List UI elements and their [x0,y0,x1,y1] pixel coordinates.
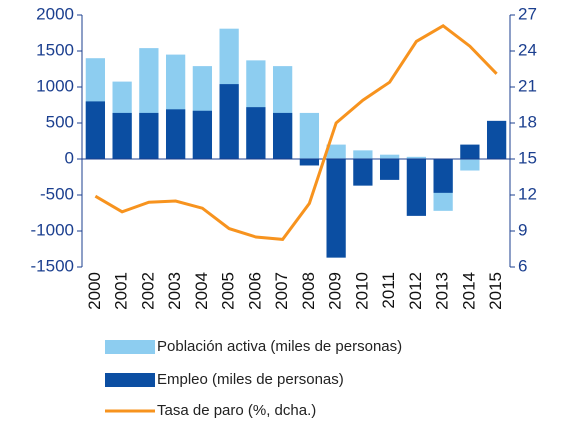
legend-swatch [105,373,155,387]
bar [379,154,400,159]
bar [486,120,507,159]
x-tick-label: 2009 [326,272,345,310]
legend-label: Población activa (miles de personas) [157,338,402,355]
y2-tick-label: 21 [518,76,537,95]
x-tick-label: 2001 [112,272,131,310]
bar [379,159,400,180]
bar [326,159,346,258]
y2-tick-label: 24 [518,40,537,59]
y-tick-label: 2000 [36,4,74,23]
y-tick-label: 0 [65,148,74,167]
y-tick-label: 1000 [36,76,74,95]
bar [219,84,239,159]
y2-tick-label: 9 [518,220,527,239]
x-tick-label: 2011 [379,272,398,309]
line-series [94,23,498,241]
bar [165,109,186,159]
bar [299,112,320,159]
bar [112,112,132,159]
bar [192,110,213,159]
y2-tick-label: 6 [518,256,527,275]
bar [406,159,427,216]
bar [246,107,266,159]
x-tick-label: 2000 [85,272,104,310]
bar [272,112,293,159]
y2-tick-label: 12 [518,184,537,203]
bar [433,159,453,193]
x-tick-label: 2008 [299,272,318,310]
y-tick-label: -1500 [31,256,74,275]
x-tick-label: 2010 [352,272,371,310]
bar [299,159,320,166]
x-tick-label: 2012 [406,272,425,310]
y2-tick-label: 15 [518,148,537,167]
y-tick-label: -1000 [31,220,74,239]
bar [460,159,480,171]
x-tick-label: 2005 [219,272,238,310]
bar [460,144,480,159]
bar [353,150,373,159]
y2-tick-label: 18 [518,112,537,131]
x-tick-label: 2015 [486,272,505,310]
legend-label: Empleo (miles de personas) [157,371,344,388]
x-tick-label: 2003 [165,272,184,310]
bar [406,156,427,159]
y-tick-label: 1500 [36,40,74,59]
y2-tick-label: 27 [518,4,537,23]
x-tick-label: 2013 [433,272,452,310]
x-tick-label: 2004 [192,272,211,310]
bar [85,101,106,159]
y-tick-label: -500 [40,184,74,203]
legend-swatch [105,340,155,354]
legend-label: Tasa de paro (%, dcha.) [157,402,316,419]
x-tick-label: 2014 [459,272,478,310]
y-tick-label: 500 [46,112,74,131]
x-tick-label: 2006 [245,272,264,310]
x-tick-label: 2007 [272,272,291,310]
bar [326,144,346,159]
bar [139,112,159,159]
x-tick-label: 2002 [138,272,157,310]
bar [353,159,373,186]
